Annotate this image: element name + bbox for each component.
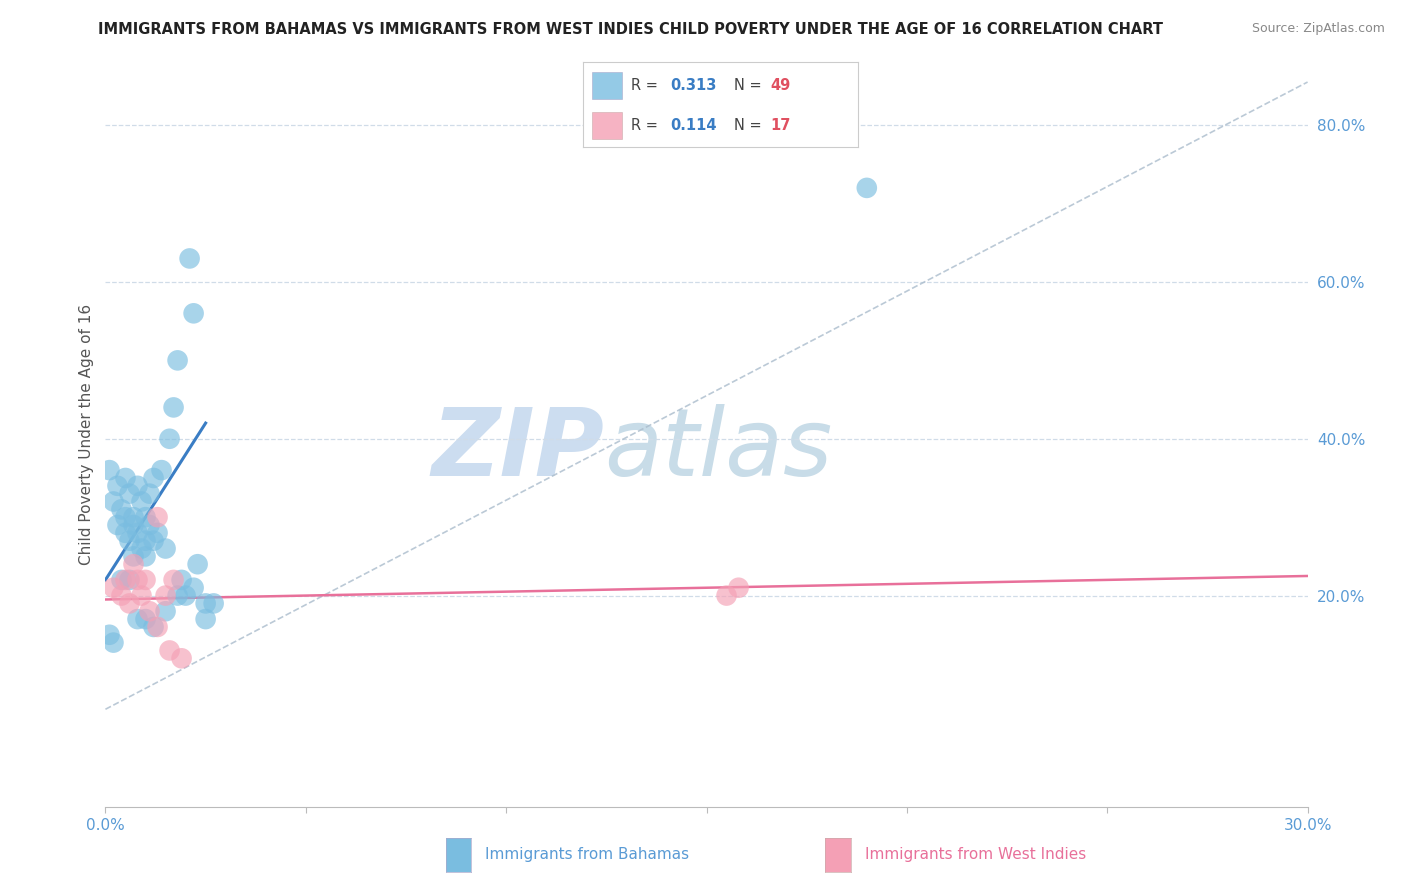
Point <box>855 181 877 195</box>
Point <box>103 581 125 595</box>
Point <box>103 494 125 508</box>
Point <box>135 533 157 548</box>
Point <box>142 533 165 548</box>
Point <box>187 558 209 572</box>
Point <box>110 502 132 516</box>
Point <box>159 432 181 446</box>
Text: Source: ZipAtlas.com: Source: ZipAtlas.com <box>1251 22 1385 36</box>
Point <box>103 635 125 649</box>
Point <box>131 541 153 556</box>
Point <box>122 558 145 572</box>
Point <box>170 573 193 587</box>
Point <box>716 589 738 603</box>
Point <box>122 510 145 524</box>
Point <box>155 589 177 603</box>
Text: Immigrants from Bahamas: Immigrants from Bahamas <box>485 847 689 862</box>
Point <box>170 651 193 665</box>
Point <box>131 494 153 508</box>
Point <box>98 463 121 477</box>
Point <box>135 573 157 587</box>
Text: ZIP: ZIP <box>432 404 605 496</box>
Text: R =: R = <box>631 78 664 93</box>
Text: N =: N = <box>734 118 766 133</box>
Point <box>110 589 132 603</box>
Point <box>114 525 136 540</box>
Point <box>162 401 184 415</box>
Text: IMMIGRANTS FROM BAHAMAS VS IMMIGRANTS FROM WEST INDIES CHILD POVERTY UNDER THE A: IMMIGRANTS FROM BAHAMAS VS IMMIGRANTS FR… <box>98 22 1163 37</box>
Point <box>98 628 121 642</box>
Point <box>118 533 141 548</box>
Point <box>127 525 149 540</box>
Text: 0.313: 0.313 <box>669 78 716 93</box>
Text: 17: 17 <box>770 118 790 133</box>
Point <box>150 463 173 477</box>
Point <box>183 581 205 595</box>
Text: Immigrants from West Indies: Immigrants from West Indies <box>865 847 1085 862</box>
Point <box>138 486 160 500</box>
Text: 0.114: 0.114 <box>669 118 716 133</box>
Point <box>159 643 181 657</box>
Point <box>114 573 136 587</box>
Point <box>183 306 205 320</box>
Bar <box>592 71 621 99</box>
Point <box>179 252 201 266</box>
Point <box>127 612 149 626</box>
Point <box>727 581 749 595</box>
Point <box>135 612 157 626</box>
Text: N =: N = <box>734 78 766 93</box>
Point <box>202 596 225 610</box>
Point <box>166 353 188 368</box>
Point <box>138 604 160 618</box>
Point <box>122 518 145 533</box>
Point <box>127 573 149 587</box>
Point <box>107 479 129 493</box>
Point <box>114 471 136 485</box>
Point <box>118 486 141 500</box>
Point <box>155 604 177 618</box>
Point <box>142 471 165 485</box>
Text: 49: 49 <box>770 78 790 93</box>
Point <box>194 596 217 610</box>
Point <box>146 510 169 524</box>
Point <box>122 549 145 564</box>
Y-axis label: Child Poverty Under the Age of 16: Child Poverty Under the Age of 16 <box>79 304 94 566</box>
Point <box>135 549 157 564</box>
Text: atlas: atlas <box>605 404 832 495</box>
Point <box>146 620 169 634</box>
Point <box>194 612 217 626</box>
Point <box>155 541 177 556</box>
Point <box>110 573 132 587</box>
Point <box>118 596 141 610</box>
Point <box>107 518 129 533</box>
Point <box>135 510 157 524</box>
Point <box>146 525 169 540</box>
Text: R =: R = <box>631 118 664 133</box>
Point <box>166 589 188 603</box>
Point <box>174 589 197 603</box>
Point <box>114 510 136 524</box>
Point <box>127 479 149 493</box>
Bar <box>592 112 621 139</box>
Point <box>162 573 184 587</box>
Point <box>118 573 141 587</box>
Point <box>142 620 165 634</box>
Point <box>131 589 153 603</box>
Point <box>138 518 160 533</box>
